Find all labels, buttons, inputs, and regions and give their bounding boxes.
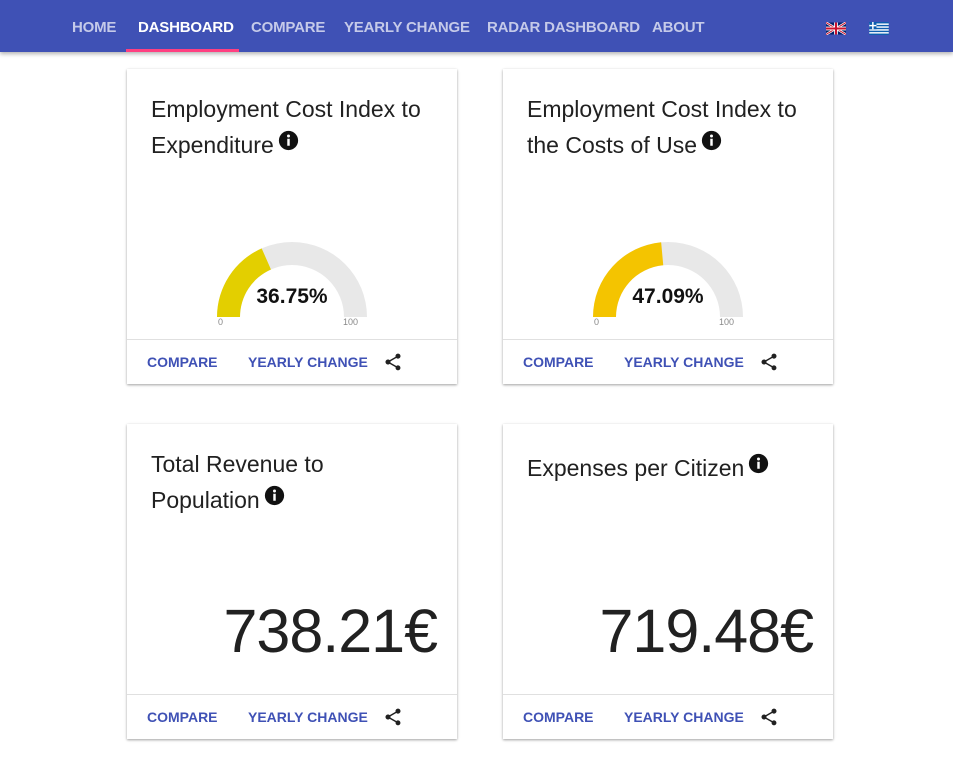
gauge-fill — [217, 248, 271, 317]
card-title-text: Employment Cost Index to Expenditure — [151, 96, 421, 158]
gauge-chart: 47.09% 0 100 — [583, 229, 753, 329]
gauge-svg — [593, 242, 743, 317]
metric-value: 719.48€ — [599, 597, 814, 665]
card-title: Total Revenue to Population — [151, 446, 431, 518]
info-icon[interactable] — [701, 130, 722, 151]
card-actions: COMPARE YEARLY CHANGE — [127, 339, 457, 384]
gauge-min-label: 0 — [218, 317, 224, 327]
nav-about[interactable]: ABOUT — [652, 19, 705, 36]
compare-button[interactable]: COMPARE — [147, 354, 218, 370]
compare-button[interactable]: COMPARE — [147, 709, 218, 725]
active-tab-indicator — [126, 49, 239, 52]
card-title: Employment Cost Index to the Costs of Us… — [527, 91, 807, 163]
info-icon[interactable] — [278, 130, 299, 151]
nav-dashboard[interactable]: DASHBOARD — [138, 19, 234, 36]
nav-home[interactable]: HOME — [72, 19, 117, 36]
greece-flag-icon[interactable] — [869, 22, 889, 35]
card-title: Employment Cost Index to Expenditure — [151, 91, 431, 163]
yearly-change-button[interactable]: YEARLY CHANGE — [624, 709, 744, 725]
gauge-fill — [593, 242, 664, 317]
gauge-max-label: 100 — [343, 317, 359, 327]
yearly-change-button[interactable]: YEARLY CHANGE — [248, 709, 368, 725]
gauge-svg — [217, 242, 367, 317]
info-icon[interactable] — [264, 485, 285, 506]
share-icon[interactable] — [383, 707, 403, 727]
card-expenses-per-citizen: Expenses per Citizen 719.48€ COMPARE YEA… — [503, 424, 833, 739]
nav-radar-dashboard[interactable]: RADAR DASHBOARD — [487, 19, 640, 36]
gauge-min-label: 0 — [594, 317, 600, 327]
yearly-change-button[interactable]: YEARLY CHANGE — [248, 354, 368, 370]
card-title-text: Employment Cost Index to the Costs of Us… — [527, 96, 797, 158]
card-total-revenue-population: Total Revenue to Population 738.21€ COMP… — [127, 424, 457, 739]
share-icon[interactable] — [383, 352, 403, 372]
card-title-text: Expenses per Citizen — [527, 455, 745, 481]
compare-button[interactable]: COMPARE — [523, 709, 594, 725]
card-employment-cost-expenditure: Employment Cost Index to Expenditure 36.… — [127, 69, 457, 384]
card-actions: COMPARE YEARLY CHANGE — [503, 339, 833, 384]
compare-button[interactable]: COMPARE — [523, 354, 594, 370]
share-icon[interactable] — [759, 707, 779, 727]
metric-value: 738.21€ — [223, 597, 438, 665]
share-icon[interactable] — [759, 352, 779, 372]
gauge-value: 47.09% — [632, 285, 704, 308]
nav-yearly-change[interactable]: YEARLY CHANGE — [344, 19, 470, 36]
yearly-change-button[interactable]: YEARLY CHANGE — [624, 354, 744, 370]
nav-compare[interactable]: COMPARE — [251, 19, 326, 36]
card-title: Expenses per Citizen — [527, 450, 807, 486]
uk-flag-icon[interactable] — [826, 22, 846, 35]
info-icon[interactable] — [748, 453, 769, 474]
card-title-text: Total Revenue to Population — [151, 451, 324, 513]
gauge-chart: 36.75% 0 100 — [207, 229, 377, 329]
gauge-max-label: 100 — [719, 317, 735, 327]
card-actions: COMPARE YEARLY CHANGE — [127, 694, 457, 739]
top-navbar: HOME DASHBOARD COMPARE YEARLY CHANGE RAD… — [0, 0, 953, 52]
card-employment-cost-costs-of-use: Employment Cost Index to the Costs of Us… — [503, 69, 833, 384]
gauge-value: 36.75% — [256, 285, 328, 308]
card-actions: COMPARE YEARLY CHANGE — [503, 694, 833, 739]
